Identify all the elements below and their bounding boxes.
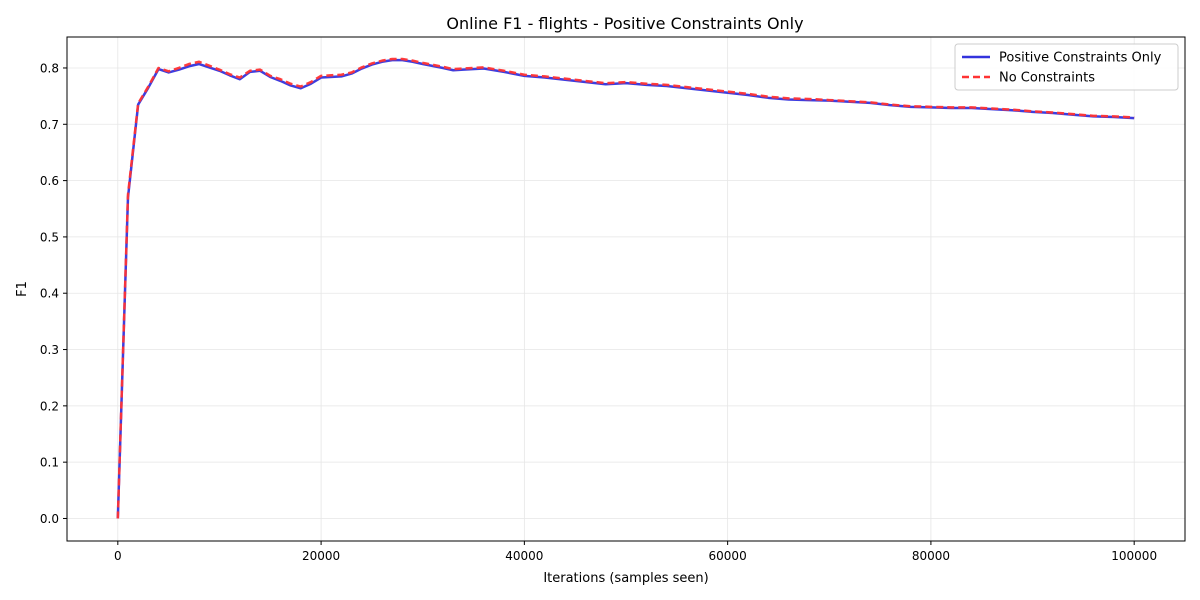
y-tick-label: 0.6 [40, 174, 59, 188]
x-tick-label: 40000 [505, 549, 543, 563]
y-axis-label: F1 [15, 281, 30, 297]
grid [67, 37, 1185, 541]
y-tick-label: 0.2 [40, 399, 59, 413]
x-tick-label: 80000 [912, 549, 950, 563]
legend-label-positive-constraints: Positive Constraints Only [999, 51, 1162, 66]
x-tick-label: 100000 [1111, 549, 1157, 563]
x-tick-label: 0 [114, 549, 122, 563]
y-axis: 0.0 0.1 0.2 0.3 0.4 0.5 0.6 0.7 0.8 [40, 61, 67, 526]
x-tick-label: 60000 [709, 549, 747, 563]
series-layer [116, 57, 1135, 519]
x-axis: 0 20000 40000 60000 80000 100000 [114, 541, 1157, 563]
y-tick-label: 0.3 [40, 343, 59, 357]
chart-title: Online F1 - flights - Positive Constrain… [446, 14, 803, 33]
x-tick-label: 20000 [302, 549, 340, 563]
series-line-no-constraints [116, 57, 1135, 519]
plot-frame [66, 36, 1186, 542]
y-tick-label: 0.0 [40, 512, 59, 526]
legend-label-no-constraints: No Constraints [999, 71, 1095, 86]
legend: Positive Constraints Only No Constraints [954, 43, 1179, 91]
x-axis-label: Iterations (samples seen) [543, 571, 708, 586]
y-tick-label: 0.7 [40, 118, 59, 132]
y-tick-label: 0.5 [40, 230, 59, 244]
legend-box [954, 43, 1179, 91]
y-tick-label: 0.1 [40, 456, 59, 470]
y-tick-label: 0.4 [40, 287, 59, 301]
y-tick-label: 0.8 [40, 61, 59, 75]
